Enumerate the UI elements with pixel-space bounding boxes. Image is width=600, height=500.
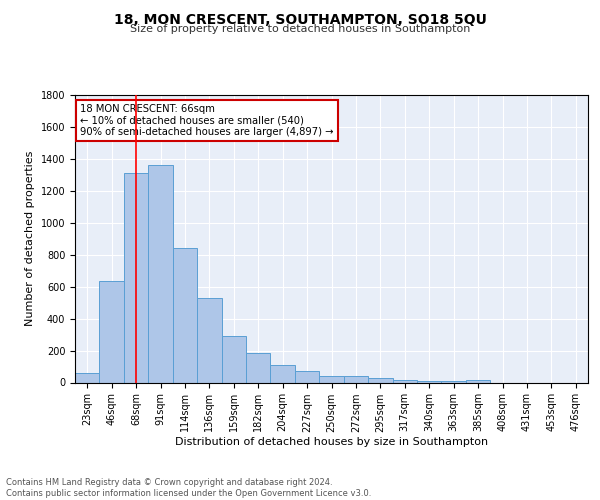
Bar [221,336,246,382]
Bar [392,380,417,382]
Bar [466,380,490,382]
Bar [124,174,148,382]
Bar [344,376,368,382]
Bar [173,248,197,382]
Bar [100,280,124,382]
Bar [271,365,295,382]
Text: 18, MON CRESCENT, SOUTHAMPTON, SO18 5QU: 18, MON CRESCENT, SOUTHAMPTON, SO18 5QU [113,12,487,26]
Bar [319,376,344,382]
Bar [148,166,173,382]
Bar [442,381,466,382]
Text: Contains HM Land Registry data © Crown copyright and database right 2024.
Contai: Contains HM Land Registry data © Crown c… [6,478,371,498]
Bar [368,378,392,382]
Y-axis label: Number of detached properties: Number of detached properties [25,151,35,326]
Bar [295,371,319,382]
Text: 18 MON CRESCENT: 66sqm
← 10% of detached houses are smaller (540)
90% of semi-de: 18 MON CRESCENT: 66sqm ← 10% of detached… [80,104,334,137]
Bar [75,373,100,382]
X-axis label: Distribution of detached houses by size in Southampton: Distribution of detached houses by size … [175,438,488,448]
Bar [246,354,271,382]
Text: Size of property relative to detached houses in Southampton: Size of property relative to detached ho… [130,24,470,34]
Bar [197,298,221,382]
Bar [417,381,442,382]
